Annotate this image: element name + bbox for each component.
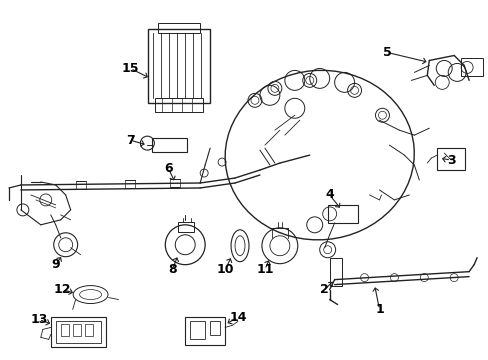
Bar <box>190 321 205 339</box>
Bar <box>84 324 92 336</box>
Text: 2: 2 <box>320 283 328 296</box>
Bar <box>152 138 187 152</box>
Text: 5: 5 <box>382 46 391 59</box>
Text: 10: 10 <box>216 263 233 276</box>
Text: 12: 12 <box>54 283 71 296</box>
Bar <box>436 148 464 170</box>
Text: 11: 11 <box>256 263 273 276</box>
Bar <box>148 28 210 103</box>
Text: 14: 14 <box>229 311 246 324</box>
Bar <box>327 205 357 223</box>
Bar <box>178 222 194 232</box>
Bar <box>56 321 101 343</box>
Text: 6: 6 <box>163 162 172 175</box>
Bar <box>158 23 200 32</box>
Bar <box>329 258 341 285</box>
Text: 3: 3 <box>446 154 455 167</box>
Bar <box>155 98 203 112</box>
Bar <box>51 318 105 347</box>
Text: 9: 9 <box>51 258 60 271</box>
Bar <box>185 318 224 345</box>
Text: 15: 15 <box>122 62 139 75</box>
Text: 13: 13 <box>30 313 47 326</box>
Text: 4: 4 <box>325 188 333 202</box>
Text: 7: 7 <box>126 134 135 147</box>
Text: 8: 8 <box>167 263 176 276</box>
Bar <box>210 321 220 336</box>
Bar <box>73 324 81 336</box>
Text: 1: 1 <box>374 303 383 316</box>
Bar <box>460 58 482 76</box>
Bar <box>61 324 68 336</box>
